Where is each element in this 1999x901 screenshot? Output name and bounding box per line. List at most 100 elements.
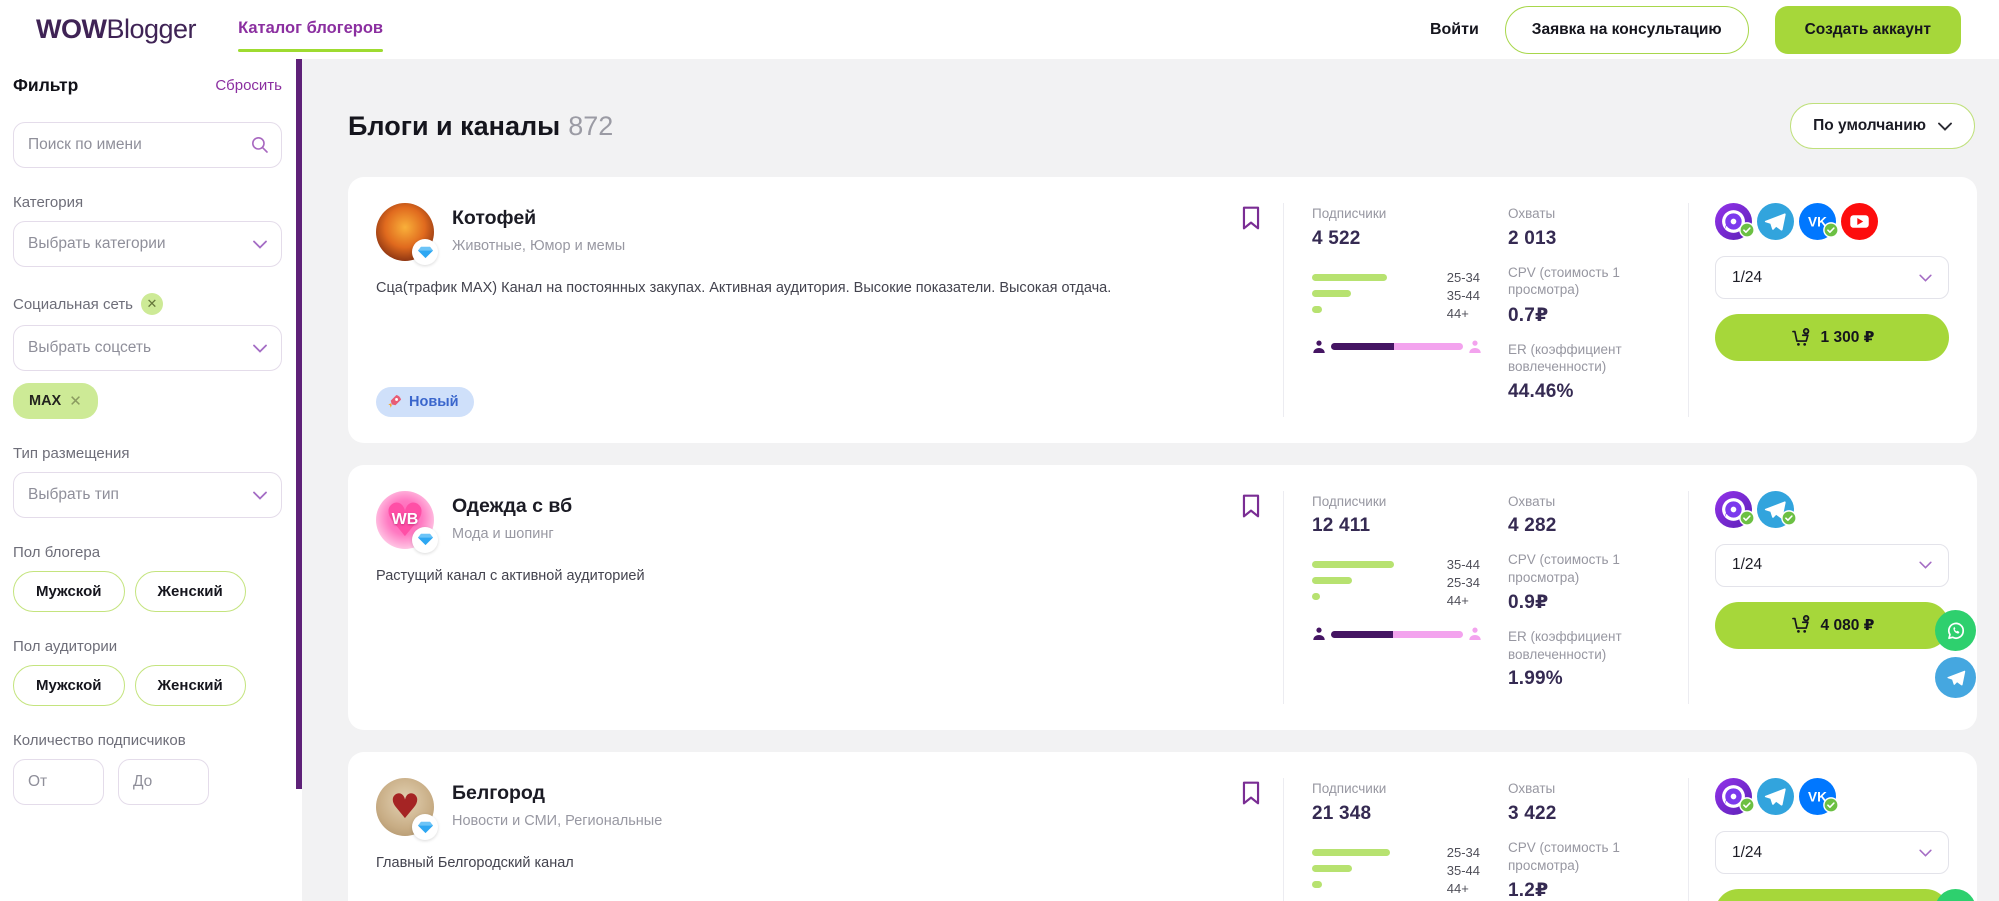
social-network-select[interactable]: Выбрать соцсеть [13,325,282,371]
avatar[interactable] [376,778,438,841]
male-person-icon [1312,627,1326,641]
subscribers-from-input[interactable] [13,759,104,805]
age-label: 44+ [1446,305,1469,321]
add-to-cart-button[interactable]: 1 300 ₽ [1715,314,1949,361]
bookmark-button[interactable] [1239,205,1263,234]
slots-value: 1/24 [1732,843,1763,861]
blogger-categories: Новости и СМИ, Региональные [452,813,663,830]
reach-label: Охваты [1508,493,1556,509]
age-bar [1312,289,1351,297]
logo-bold: WOW [36,14,107,44]
blogger-gender-male-chip[interactable]: Мужской [13,571,125,612]
verified-gem-icon [412,814,438,841]
chevron-down-icon [253,344,267,353]
gender-distribution [1312,340,1482,354]
age-distribution: 35-44 25-34 44+ [1312,557,1480,609]
subscribers-count-label: Количество подписчиков [13,732,186,749]
bookmark-button[interactable] [1239,780,1263,809]
card-divider [1283,490,1284,705]
slots-select[interactable]: 1/24 [1715,256,1949,299]
stats-section: Подписчики 4 522 25-34 35-44 44+ О [1284,203,1688,417]
age-label: 35-44 [1446,287,1480,303]
social-placeholder: Выбрать соцсеть [28,339,152,356]
placement-placeholder: Выбрать тип [28,486,119,503]
blogger-name[interactable]: Одежда с вб [452,494,573,517]
vk-icon[interactable]: VK [1799,778,1839,816]
bookmark-icon [1242,206,1260,230]
telegram-icon[interactable] [1757,778,1794,816]
youtube-icon[interactable] [1841,203,1878,240]
blogger-description: Сца(трафик МАХ) Канал на постоянных заку… [376,280,1112,296]
search-icon [250,135,270,160]
filter-reset-link[interactable]: Сбросить [215,77,282,94]
chevron-down-icon [1919,561,1932,570]
hidden-float-button[interactable] [1935,889,1976,901]
sort-select[interactable]: По умолчанию [1790,103,1975,149]
age-label: 44+ [1446,881,1469,897]
age-bar [1312,305,1322,313]
logo[interactable]: WOWBlogger [36,14,197,45]
avatar[interactable] [376,203,438,265]
chevron-down-icon [1919,849,1932,857]
er-value: 44.46% [1508,380,1574,402]
telegram-icon[interactable] [1757,490,1797,531]
create-account-button[interactable]: Создать аккаунт [1774,5,1961,54]
cpv-value: 0.9₽ [1508,592,1549,614]
reach-value: 4 282 [1508,515,1557,537]
reach-label: Охваты [1508,206,1556,221]
subscribers-value: 21 348 [1312,803,1372,825]
male-share-bar [1331,343,1395,351]
verified-check-icon [1739,509,1755,531]
audience-gender-male-chip[interactable]: Мужской [13,665,125,706]
subscribers-label: Подписчики [1312,206,1387,221]
clear-social-filter-icon[interactable]: ✕ [141,293,163,315]
vk-icon[interactable]: VK [1799,203,1839,240]
search-input[interactable] [13,122,282,168]
login-link[interactable]: Войти [1429,20,1479,38]
category-select[interactable]: Выбрать категории [13,221,282,267]
subscribers-label: Подписчики [1312,493,1387,509]
blogger-name[interactable]: Котофей [452,207,537,229]
blogger-card: Котофей Животные, Юмор и мемы Сца(трафик… [348,177,1977,443]
logo-light: Blogger [106,14,197,44]
card-divider [1688,490,1689,705]
age-label: 35-44 [1446,557,1480,573]
slots-select[interactable]: 1/24 [1715,831,1949,875]
placement-type-select[interactable]: Выбрать тип [13,472,282,518]
er-value: 1.99% [1508,668,1563,690]
avatar-text: WB [391,510,419,528]
blogger-description: Главный Белгородский канал [376,855,574,872]
cpv-value: 0.7₽ [1508,304,1549,326]
filter-title: Фильтр [13,75,79,95]
avatar[interactable]: WB [376,490,438,553]
age-bar [1312,593,1321,601]
slots-select[interactable]: 1/24 [1715,543,1949,587]
placement-type-label: Тип размещения [13,445,130,462]
cpv-label: CPV (стоимость 1 просмотра) [1508,840,1620,873]
bookmark-button[interactable] [1239,493,1263,522]
remove-tag-icon[interactable]: ✕ [69,393,82,410]
card-divider [1283,778,1284,901]
tag-label: MAX [29,393,62,409]
verified-check-icon [1739,797,1755,818]
whatsapp-icon [1947,622,1964,639]
nav-catalog-link[interactable]: Каталог блогеров [238,19,383,52]
max-icon[interactable] [1715,778,1755,818]
whatsapp-float-button[interactable] [1935,610,1976,651]
blogger-gender-female-chip[interactable]: Женский [134,571,246,612]
telegram-icon[interactable] [1757,203,1794,240]
audience-gender-female-chip[interactable]: Женский [134,665,246,706]
max-icon[interactable] [1715,203,1755,240]
subscribers-to-input[interactable] [118,759,209,805]
stats-section: Подписчики 12 411 35-44 25-34 44+ [1284,491,1688,705]
male-share-bar [1331,630,1394,638]
bookmark-icon [1242,782,1260,805]
add-to-cart-button[interactable]: 4 080 ₽ [1715,889,1949,901]
social-networks [1715,490,1949,531]
add-to-cart-button[interactable]: 4 080 ₽ [1715,601,1949,649]
verified-check-icon [1781,509,1797,531]
blogger-name[interactable]: Белгород [452,782,545,805]
max-icon[interactable] [1715,490,1755,531]
consultation-button[interactable]: Заявка на консультацию [1504,5,1749,54]
telegram-float-button[interactable] [1935,657,1976,698]
